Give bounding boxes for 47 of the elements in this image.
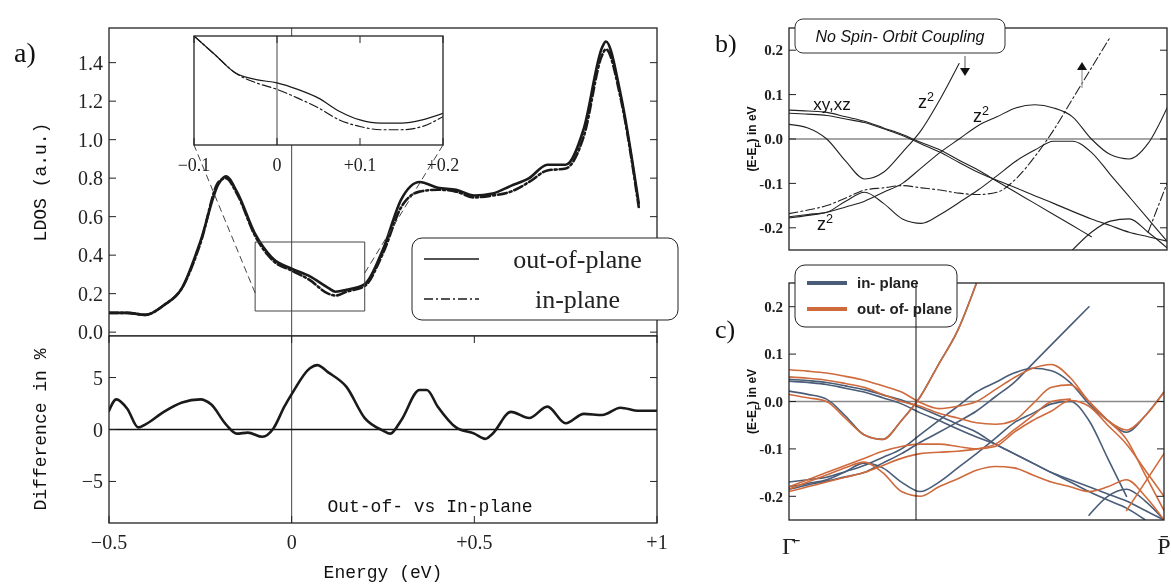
x-tick-label: +0.5 — [456, 531, 493, 553]
y-tick-label: 0.0 — [764, 393, 783, 410]
legend-label: in- plane — [857, 274, 919, 292]
annotation: z$^{2}$ — [816, 212, 834, 234]
y-tick-label: −5 — [81, 470, 103, 493]
annotation: z$^{2}$ — [972, 104, 990, 126]
x-tick-label: Γ̄ — [782, 533, 800, 559]
y-tick-label: 5 — [93, 366, 103, 389]
y-tick-label: 1.4 — [78, 51, 103, 74]
x-tick-label: 0 — [272, 155, 282, 175]
y-tick-label: 0.2 — [764, 42, 783, 59]
chart-title: a) — [14, 37, 36, 68]
x-tick-label: P̄ — [1157, 533, 1171, 559]
y-tick-label: 0.2 — [78, 282, 103, 305]
y-tick-label: 0.8 — [78, 167, 103, 190]
y-tick-label: 0.1 — [764, 346, 783, 363]
y-tick-label: 0.6 — [78, 205, 103, 228]
y-tick-label: 0 — [93, 418, 103, 441]
y-tick-label: -0.2 — [759, 488, 783, 505]
x-tick-label: 0 — [286, 531, 297, 553]
annotation: Out-of- vs In-plane — [327, 497, 533, 517]
legend-label: out- of- plane — [857, 300, 952, 318]
y-axis-title: Difference in % — [31, 348, 52, 511]
annotation: z$^{2}$ — [917, 90, 935, 112]
y-tick-label: 0.1 — [764, 86, 783, 103]
y-axis-title: LDOS (a.u.) — [31, 122, 52, 242]
x-tick-label: +0.1 — [343, 155, 377, 175]
text: c) — [715, 315, 736, 344]
y-tick-label: 1.0 — [78, 128, 103, 151]
y-tick-label: 0.0 — [78, 321, 103, 344]
x-tick-label: +1 — [646, 531, 668, 553]
x-tick-label: +0.2 — [426, 155, 460, 175]
y-tick-label: 0.4 — [78, 244, 103, 267]
y-tick-label: 1.2 — [78, 90, 103, 113]
chart-title: b) — [715, 29, 737, 58]
annotation: No Spin- Orbit Coupling — [815, 27, 985, 45]
x-axis-title: Energy (eV) — [323, 563, 443, 583]
legend-label: in-plane — [534, 285, 621, 315]
annotation: xy,xz — [813, 95, 851, 114]
y-tick-label: 0.0 — [764, 131, 783, 148]
legend-label: out-of-plane — [513, 245, 642, 275]
x-tick-label: −0.1 — [177, 155, 211, 175]
y-tick-label: 0.2 — [764, 298, 783, 315]
y-tick-label: -0.1 — [759, 441, 783, 458]
y-tick-label: -0.2 — [759, 220, 783, 237]
y-tick-label: -0.1 — [759, 175, 783, 192]
x-tick-label: −0.5 — [90, 531, 128, 553]
